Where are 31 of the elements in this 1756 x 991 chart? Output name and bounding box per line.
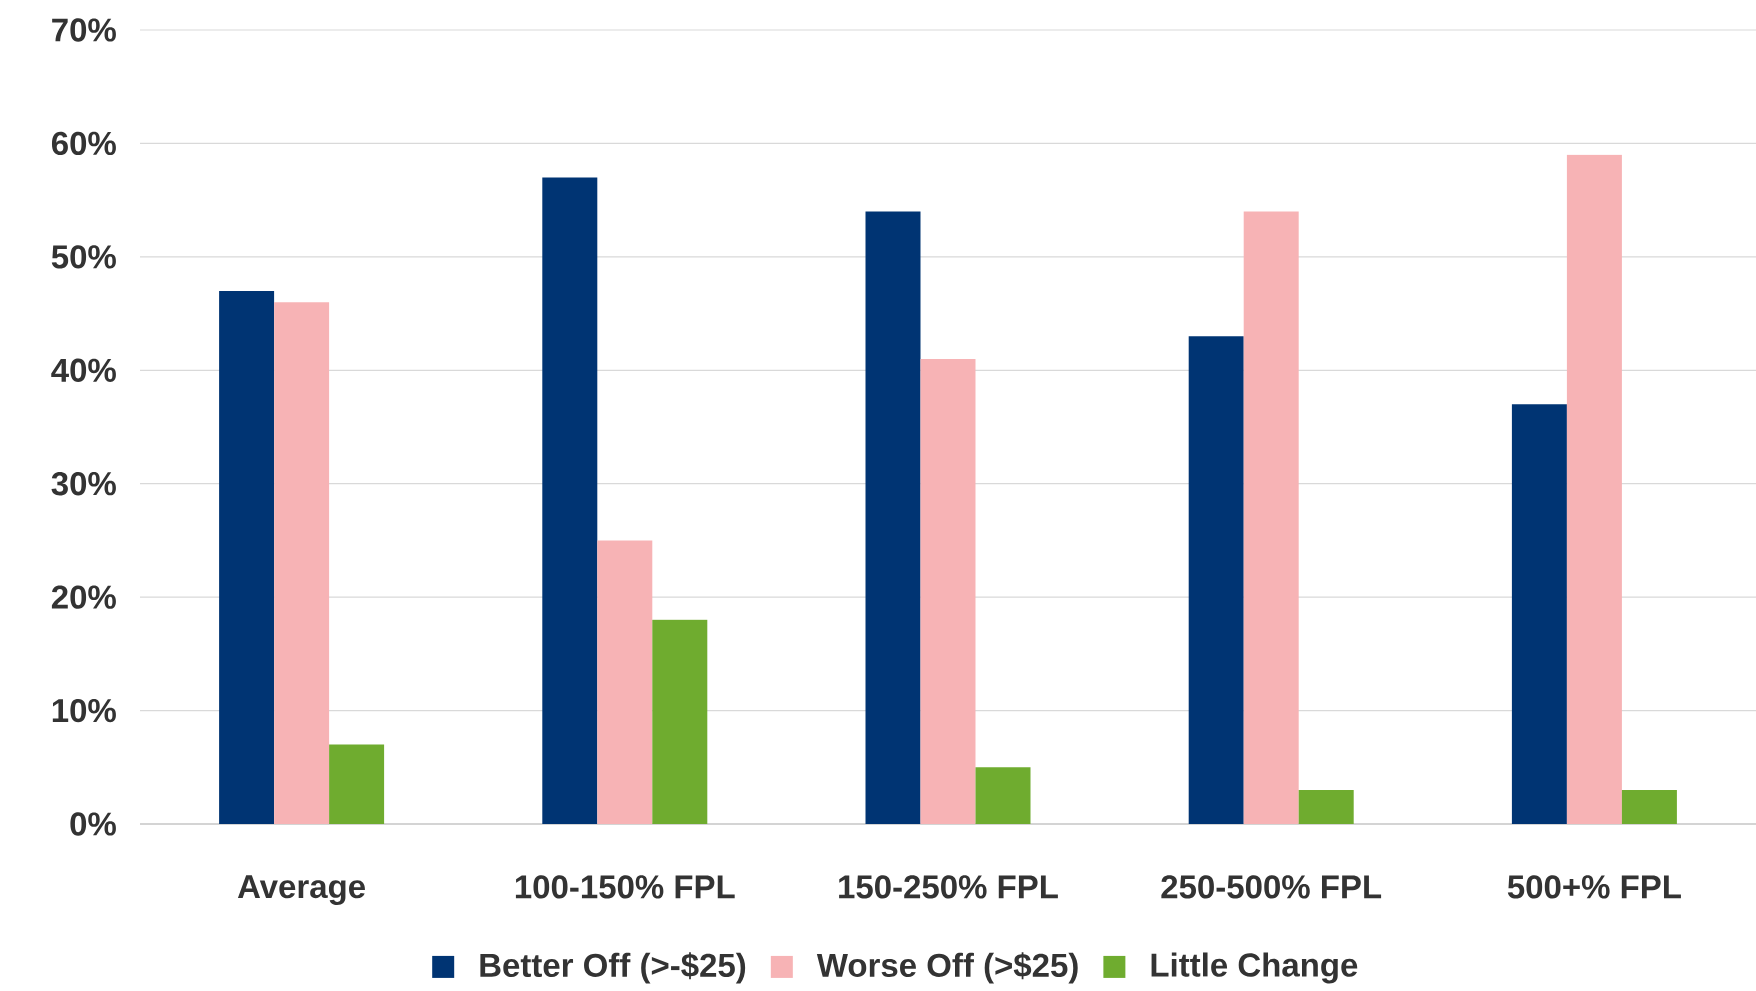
x-tick-label: 500+% FPL bbox=[1507, 875, 1681, 899]
x-tick-label: 100-150% FPL bbox=[515, 875, 735, 899]
bar bbox=[1621, 789, 1677, 824]
x-tick-label: 250-500% FPL bbox=[1161, 875, 1382, 899]
bar bbox=[920, 358, 976, 824]
y-tick-label: 0% bbox=[70, 812, 116, 836]
bar bbox=[865, 211, 921, 824]
y-tick-label: 70% bbox=[52, 18, 116, 42]
bar bbox=[652, 619, 708, 824]
y-tick-label: 10% bbox=[52, 698, 116, 723]
y-tick-label: 60% bbox=[51, 131, 116, 156]
x-tick-label: Average bbox=[237, 875, 365, 905]
legend-label: Worse Off (>$25) bbox=[816, 952, 1078, 984]
bar bbox=[975, 767, 1031, 824]
bar bbox=[597, 540, 653, 824]
bar bbox=[542, 177, 598, 824]
bar bbox=[1188, 336, 1244, 824]
y-tick-label: 20% bbox=[51, 585, 116, 609]
bar bbox=[219, 290, 275, 824]
x-tick-label: 150-250% FPL bbox=[839, 875, 1058, 899]
y-tick-label: 40% bbox=[51, 358, 116, 382]
bar bbox=[274, 302, 330, 824]
bar bbox=[1511, 404, 1567, 824]
bar bbox=[1298, 789, 1354, 824]
bar bbox=[1243, 211, 1299, 824]
bar bbox=[329, 744, 385, 824]
y-tick-label: 50% bbox=[51, 245, 116, 269]
y-tick-label: 30% bbox=[51, 472, 116, 496]
bar bbox=[1566, 154, 1622, 824]
legend-label: Better Off (>-$25) bbox=[480, 952, 746, 984]
legend-label: Little Change bbox=[1151, 952, 1358, 984]
